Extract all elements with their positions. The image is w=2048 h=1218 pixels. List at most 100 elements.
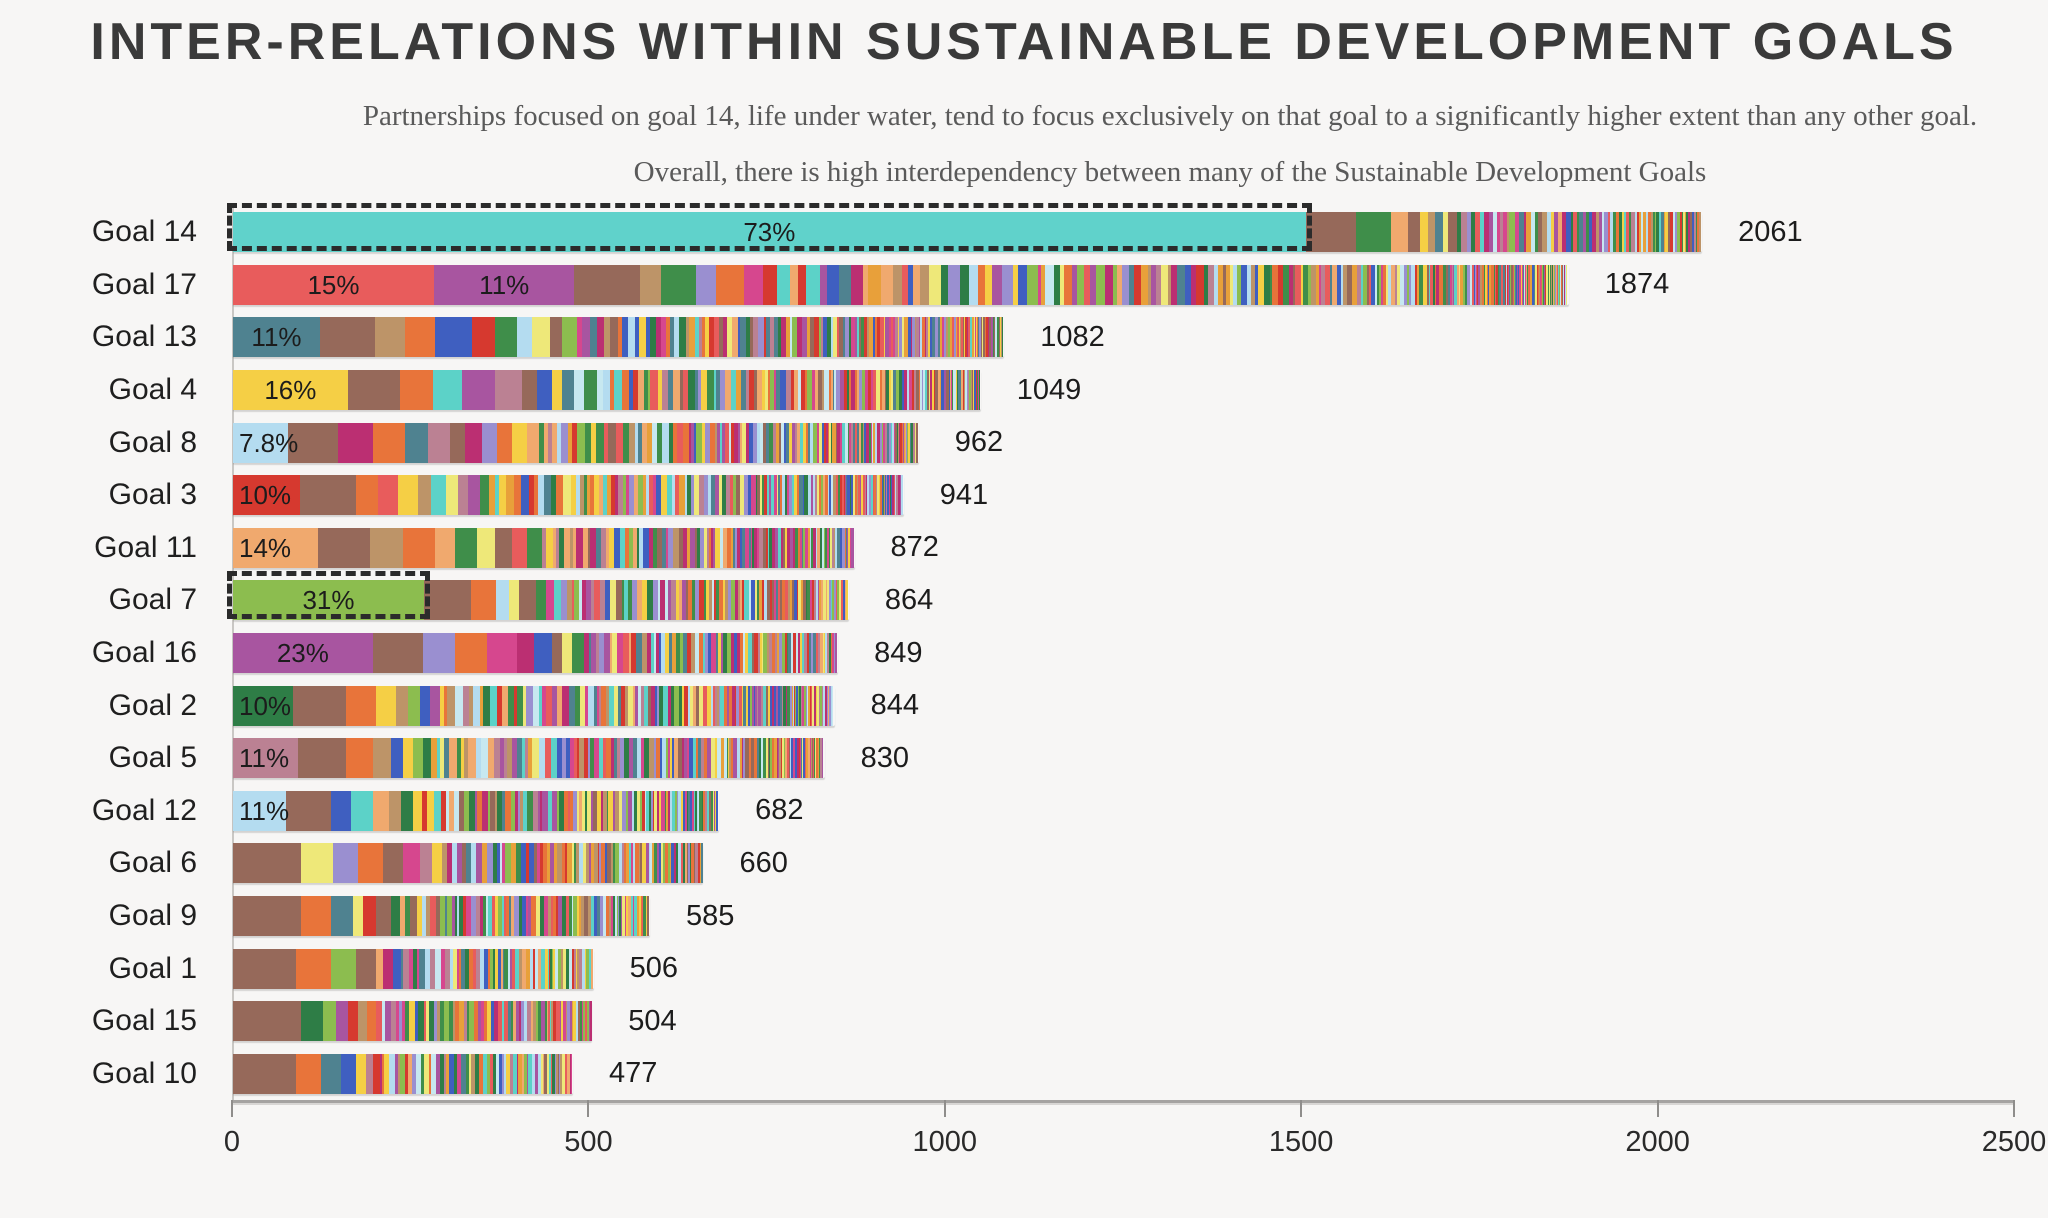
bar-segment[interactable] xyxy=(552,422,558,463)
bar-segment[interactable] xyxy=(808,422,811,463)
bar-segment[interactable] xyxy=(714,738,718,779)
bar-segment[interactable] xyxy=(1478,264,1481,305)
bar-segment[interactable] xyxy=(656,422,663,463)
bar-segment[interactable] xyxy=(1012,264,1019,305)
bar-segment[interactable] xyxy=(401,790,414,831)
bar-segment[interactable] xyxy=(615,475,619,516)
bar-segment[interactable] xyxy=(813,422,817,463)
bar-segment[interactable] xyxy=(911,422,914,463)
bar-segment[interactable] xyxy=(1403,264,1407,305)
bar-segment[interactable] xyxy=(794,738,797,779)
bar-segment[interactable] xyxy=(781,685,784,726)
bar-segment[interactable] xyxy=(844,422,848,463)
bar-segment[interactable] xyxy=(934,370,936,411)
bar-segment[interactable] xyxy=(502,790,505,831)
bar-segment[interactable] xyxy=(694,422,697,463)
bar-segment[interactable] xyxy=(1072,264,1078,305)
bar-segment[interactable] xyxy=(1631,212,1635,253)
bar-segment[interactable] xyxy=(713,790,716,831)
bar-segment[interactable] xyxy=(534,1053,539,1094)
bar-segment[interactable] xyxy=(529,475,535,516)
bar-segment[interactable] xyxy=(671,685,675,726)
stacked-bar[interactable]: 7.8% xyxy=(233,422,919,463)
bar-segment[interactable] xyxy=(786,633,789,674)
bar-segment[interactable] xyxy=(716,790,719,831)
bar-segment[interactable] xyxy=(436,1053,441,1094)
bar-segment[interactable] xyxy=(602,790,607,831)
bar-segment[interactable] xyxy=(504,1053,506,1094)
bar-segment[interactable] xyxy=(799,475,803,516)
bar-segment[interactable] xyxy=(941,264,948,305)
bar-segment[interactable] xyxy=(789,317,793,358)
bar-segment[interactable] xyxy=(1447,264,1450,305)
bar-segment[interactable] xyxy=(300,1001,323,1042)
bar-segment[interactable] xyxy=(747,475,752,516)
bar-segment[interactable] xyxy=(741,527,746,568)
bar-segment[interactable] xyxy=(874,422,878,463)
bar-segment[interactable] xyxy=(418,475,432,516)
bar-segment[interactable] xyxy=(396,1001,399,1042)
bar-segment[interactable] xyxy=(637,580,642,621)
bar-segment[interactable] xyxy=(401,1001,406,1042)
bar-segment[interactable] xyxy=(843,475,846,516)
bar-segment[interactable] xyxy=(1084,264,1090,305)
bar-segment[interactable] xyxy=(780,685,782,726)
bar-segment[interactable] xyxy=(572,790,577,831)
bar-segment[interactable] xyxy=(742,633,745,674)
bar-segment[interactable] xyxy=(481,843,487,884)
bar-segment[interactable] xyxy=(748,527,751,568)
bar-segment[interactable] xyxy=(1473,264,1475,305)
bar-segment[interactable] xyxy=(468,790,475,831)
bar-segment[interactable] xyxy=(863,422,867,463)
bar-segment[interactable] xyxy=(734,685,737,726)
bar-segment[interactable] xyxy=(613,738,617,779)
bar-segment[interactable] xyxy=(636,633,643,674)
bar-segment[interactable] xyxy=(690,527,695,568)
bar-segment[interactable] xyxy=(572,633,585,674)
bar-segment[interactable] xyxy=(753,685,756,726)
bar-segment[interactable] xyxy=(490,1001,495,1042)
bar-segment[interactable] xyxy=(626,896,629,937)
bar-segment[interactable] xyxy=(699,843,702,884)
bar-segment[interactable] xyxy=(812,580,814,621)
bar-segment[interactable] xyxy=(705,422,710,463)
bar-segment[interactable] xyxy=(402,527,436,568)
bar-segment[interactable] xyxy=(233,948,296,989)
bar-segment[interactable] xyxy=(654,790,657,831)
bar-segment[interactable] xyxy=(461,843,467,884)
bar-segment[interactable] xyxy=(754,738,758,779)
bar-segment[interactable] xyxy=(714,580,716,621)
bar-segment[interactable] xyxy=(320,1053,341,1094)
bar-segment[interactable] xyxy=(901,317,905,358)
bar-segment[interactable] xyxy=(379,1053,382,1094)
bar-segment[interactable] xyxy=(568,422,573,463)
bar-segment[interactable] xyxy=(877,317,881,358)
bar-segment[interactable] xyxy=(1524,212,1527,253)
bar-segment[interactable] xyxy=(789,264,799,305)
bar-segment[interactable] xyxy=(580,475,585,516)
bar-segment[interactable] xyxy=(594,685,597,726)
bar-segment[interactable] xyxy=(505,843,511,884)
bar-segment[interactable] xyxy=(913,370,916,411)
bar-segment[interactable] xyxy=(702,633,706,674)
bar-segment[interactable] xyxy=(1509,264,1511,305)
bar-segment[interactable] xyxy=(587,896,591,937)
bar-segment[interactable] xyxy=(1430,264,1433,305)
bar-segment[interactable] xyxy=(707,685,711,726)
bar-segment[interactable] xyxy=(1477,264,1479,305)
bar-segment[interactable] xyxy=(453,1053,457,1094)
bar-segment[interactable] xyxy=(957,317,960,358)
bar-segment[interactable] xyxy=(517,317,533,358)
bar-segment[interactable] xyxy=(976,317,977,358)
bar-segment[interactable] xyxy=(706,790,709,831)
bar-segment[interactable] xyxy=(1419,264,1423,305)
bar-segment[interactable] xyxy=(233,790,287,831)
bar-segment[interactable] xyxy=(816,685,819,726)
bar-segment[interactable] xyxy=(552,1053,556,1094)
bar-segment[interactable] xyxy=(822,370,825,411)
bar-segment[interactable] xyxy=(369,527,403,568)
bar-segment[interactable] xyxy=(706,580,709,621)
bar-segment[interactable] xyxy=(506,896,509,937)
bar-segment[interactable] xyxy=(946,317,949,358)
bar-segment[interactable] xyxy=(469,685,473,726)
